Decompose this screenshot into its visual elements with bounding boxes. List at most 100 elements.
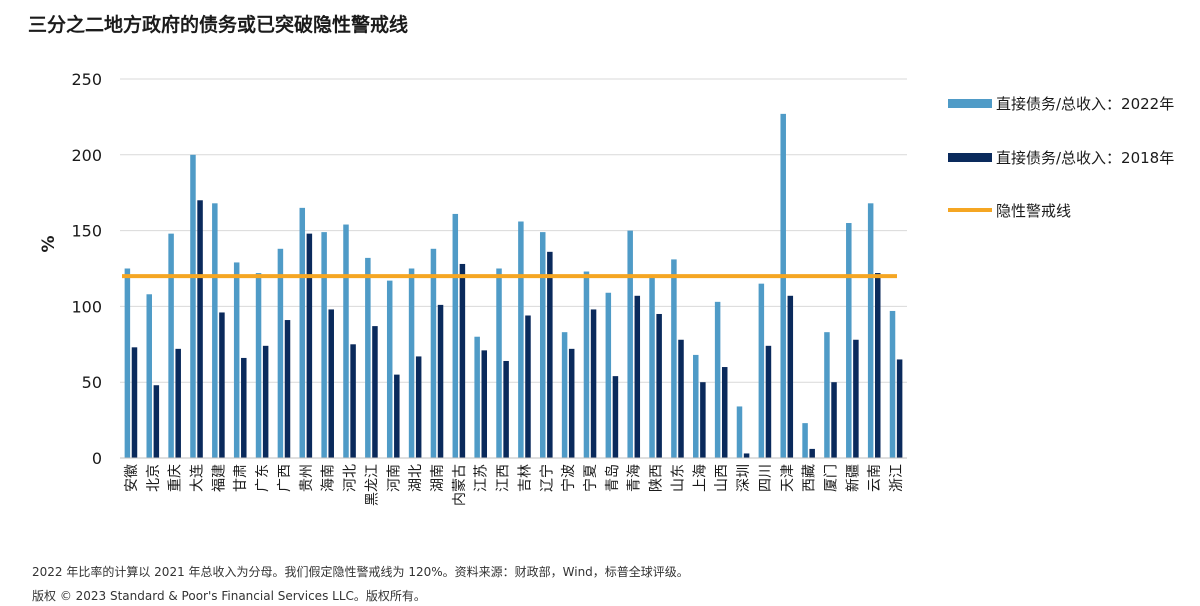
bar-2022	[671, 259, 677, 458]
bar-2018	[197, 200, 203, 458]
bar-2022	[124, 268, 131, 458]
bar-2018	[284, 320, 291, 458]
bar-2022	[518, 221, 524, 458]
bar-2022	[802, 423, 808, 458]
x-tick-label: 青岛	[605, 464, 621, 492]
bar-2018	[568, 348, 575, 458]
bar-2022	[190, 154, 196, 459]
x-tick-label: 甘肃	[233, 464, 249, 492]
bar-2022	[605, 292, 612, 458]
x-tick-label: 陕西	[649, 464, 665, 492]
bar-2018	[875, 273, 881, 458]
legend-item-2022: 直接债务/总收入：2022年	[948, 92, 1174, 114]
bar-2022	[168, 233, 174, 458]
legend-item-2018: 直接债务/总收入：2018年	[948, 146, 1174, 168]
x-tick-label: 广西	[277, 464, 293, 492]
bar-2018	[678, 339, 684, 458]
bar-2022	[452, 213, 459, 458]
bar-2018	[743, 453, 750, 458]
x-tick-label: 海南	[321, 464, 337, 492]
bar-2022	[277, 248, 284, 458]
bar-2018	[153, 385, 160, 458]
footnote: 2022 年比率的计算以 2021 年总收入为分母。我们假定隐性警戒线为 120…	[32, 565, 689, 579]
x-tick-label: 山西	[714, 464, 730, 492]
legend-label-2018: 直接债务/总收入：2018年	[996, 148, 1175, 167]
x-tick-label: 新疆	[845, 464, 861, 492]
x-tick-label: 云南	[867, 464, 883, 492]
x-tick-label: 贵州	[299, 464, 315, 492]
x-tick-label: 西藏	[802, 464, 818, 492]
x-tick-label: 吉林	[517, 464, 533, 492]
bar-2022	[889, 310, 896, 458]
x-tick-label: 四川	[758, 464, 774, 492]
bar-2022	[212, 203, 218, 458]
chart-title: 三分之二地方政府的债务或已突破隐性警戒线	[28, 14, 409, 36]
bar-2022	[824, 332, 830, 458]
bar-2022	[846, 223, 852, 458]
bar-2018	[853, 339, 859, 458]
bar-2018	[306, 233, 313, 458]
legend-swatch-2018	[948, 152, 992, 162]
bar-2022	[867, 203, 874, 458]
bar-2022	[736, 406, 743, 458]
bar-2018	[394, 374, 400, 458]
x-tick-label: 大连	[190, 464, 206, 492]
x-tick-label: 上海	[692, 464, 708, 492]
bar-2022	[146, 294, 152, 458]
y-axis-label: %	[39, 235, 59, 252]
y-tick-label: 50	[82, 373, 102, 392]
bar-2018	[262, 345, 269, 458]
y-tick-label: 150	[71, 222, 102, 241]
x-tick-label: 重庆	[168, 464, 184, 492]
bar-2018	[175, 348, 181, 458]
x-tick-label: 福建	[211, 464, 227, 492]
bar-2018	[525, 315, 531, 458]
legend-label-2022: 直接债务/总收入：2022年	[996, 94, 1175, 113]
x-tick-label: 内蒙古	[452, 464, 468, 506]
bar-2022	[299, 207, 306, 458]
bar-2022	[474, 336, 480, 458]
bar-2018	[241, 357, 247, 458]
bar-2022	[627, 230, 633, 458]
bar-2022	[561, 332, 568, 458]
bar-2022	[496, 268, 502, 458]
x-tick-label: 河北	[343, 464, 359, 492]
bar-2022	[233, 262, 240, 458]
x-tick-label: 深圳	[736, 464, 752, 492]
bar-2018	[787, 295, 794, 458]
bar-2022	[583, 271, 590, 458]
x-tick-label: 山东	[670, 464, 686, 492]
bar-2018	[612, 376, 619, 458]
bar-2018	[547, 251, 553, 458]
x-tick-label: 青海	[627, 464, 643, 492]
bar-2022	[408, 268, 415, 458]
x-tick-label: 湖南	[430, 464, 446, 492]
bar-2022	[780, 113, 786, 459]
bar-2018	[131, 347, 138, 458]
y-tick-label: 200	[71, 146, 102, 165]
x-tick-label: 厦门	[823, 464, 839, 492]
y-tick-label: 100	[71, 297, 102, 316]
bar-2018	[459, 263, 466, 458]
x-tick-label: 江苏	[474, 464, 490, 492]
x-tick-label: 河南	[386, 464, 402, 492]
bar-2018	[219, 312, 225, 458]
x-tick-label: 黑龙江	[364, 464, 380, 506]
bar-2018	[700, 382, 706, 458]
bar-2022	[255, 273, 262, 458]
bar-2022	[539, 232, 546, 458]
bar-2018	[765, 345, 772, 458]
bar-2022	[365, 257, 371, 458]
bar-2018	[415, 356, 422, 458]
bar-2018	[372, 326, 378, 458]
y-tick-label: 250	[71, 70, 102, 89]
bar-2018	[590, 309, 597, 458]
x-tick-label: 江西	[496, 464, 512, 492]
bar-2022	[321, 232, 327, 458]
bar-2022	[693, 354, 699, 458]
y-tick-label: 0	[92, 449, 102, 468]
bar-2022	[758, 283, 765, 458]
bar-2018	[656, 313, 662, 458]
bar-2022	[649, 276, 655, 458]
